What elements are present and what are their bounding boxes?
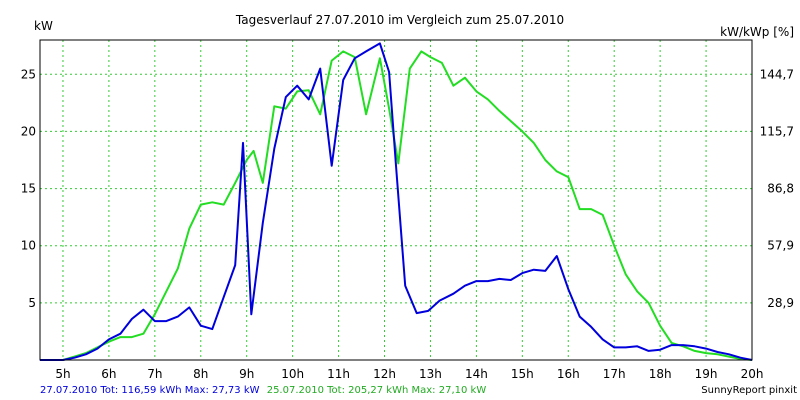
x-tick-label-1: 6h <box>101 367 116 381</box>
x-tick-label-3: 8h <box>193 367 208 381</box>
x-tick-label-9: 14h <box>465 367 488 381</box>
x-tick-label-12: 17h <box>603 367 626 381</box>
x-tick-label-14: 19h <box>695 367 718 381</box>
footer-credit: SunnyReport pinxit <box>701 385 797 396</box>
x-tick-label-13: 18h <box>649 367 672 381</box>
x-tick-label-10: 15h <box>511 367 534 381</box>
y-left-tick-label-1: 10 <box>21 239 36 253</box>
footer-green-stats: 25.07.2010 Tot: 205,27 kWh Max: 27,10 kW <box>267 385 487 396</box>
x-tick-label-4: 9h <box>239 367 254 381</box>
x-tick-label-7: 12h <box>373 367 396 381</box>
tick-labels: 5h 6h 7h 8h 9h 10h 11h 12h 13h 14h 15h 16h 17h 18h 19h… <box>21 67 794 381</box>
footer-stats: 27.07.2010 Tot: 116,59 kWh Max: 27,73 kW… <box>40 385 486 396</box>
y-right-tick-label-1: 57,9 <box>767 239 794 253</box>
left-axis-label: kW <box>34 19 53 33</box>
footer-blue-stats: 27.07.2010 Tot: 116,59 kWh Max: 27,73 kW <box>40 385 260 396</box>
series-line-27.07.2010 <box>40 42 753 361</box>
y-right-tick-label-3: 115,7 <box>760 124 794 138</box>
y-right-tick-label-0: 28,9 <box>767 296 794 310</box>
x-tick-label-15: 20h <box>741 367 764 381</box>
chart-title: Tagesverlauf 27.07.2010 im Vergleich zum… <box>235 13 564 27</box>
x-tick-label-2: 7h <box>147 367 162 381</box>
y-left-tick-label-4: 25 <box>21 67 36 81</box>
right-axis-label: kW/kWp [%] <box>720 25 794 39</box>
x-tick-label-0: 5h <box>55 367 70 381</box>
x-tick-label-5: 10h <box>281 367 304 381</box>
y-left-tick-label-3: 20 <box>21 124 36 138</box>
x-tick-label-11: 16h <box>557 367 580 381</box>
y-right-tick-label-4: 144,7 <box>760 67 794 81</box>
plot-frame <box>39 39 753 361</box>
y-left-tick-label-0: 5 <box>28 296 36 310</box>
y-left-tick-label-2: 15 <box>21 182 36 196</box>
x-tick-label-6: 11h <box>327 367 350 381</box>
y-right-tick-label-2: 86,8 <box>767 182 794 196</box>
x-tick-label-8: 13h <box>419 367 442 381</box>
series-lines <box>40 42 753 361</box>
